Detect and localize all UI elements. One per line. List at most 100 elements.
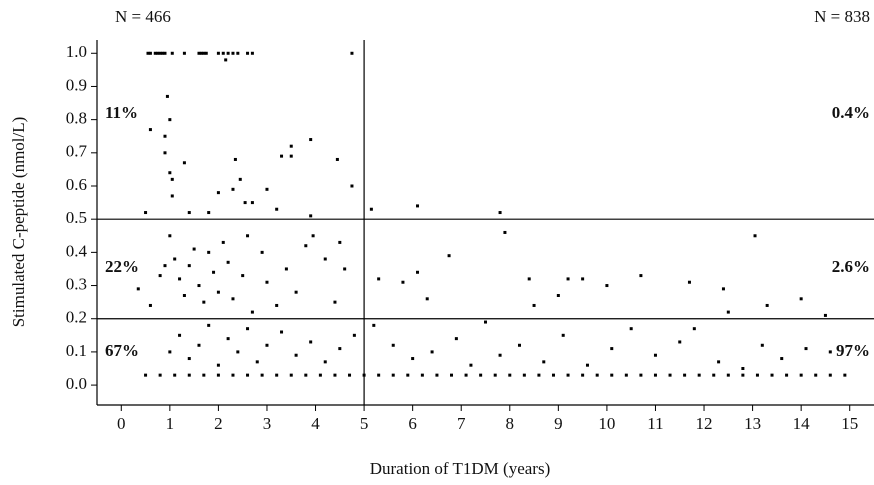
point: [318, 373, 322, 377]
x-tick-label: 8: [506, 414, 515, 433]
point: [323, 257, 327, 261]
x-tick-label: 12: [696, 414, 713, 433]
point: [343, 267, 347, 271]
point: [447, 254, 451, 258]
point: [726, 310, 730, 314]
point: [503, 230, 507, 234]
point: [207, 211, 211, 215]
point: [231, 51, 235, 55]
point: [255, 360, 259, 364]
point: [187, 211, 191, 215]
point: [610, 373, 614, 377]
point: [216, 191, 220, 195]
annotation: 67%: [105, 341, 139, 360]
point: [697, 373, 701, 377]
point: [233, 157, 237, 161]
y-tick-label: 0.7: [66, 142, 88, 161]
annotation: 0.4%: [832, 103, 870, 122]
point: [148, 303, 152, 307]
point: [260, 250, 264, 254]
point: [498, 211, 502, 215]
point: [335, 157, 339, 161]
point: [241, 274, 245, 278]
point: [173, 257, 177, 261]
point: [624, 373, 628, 377]
point: [551, 373, 555, 377]
point: [265, 280, 269, 284]
point: [173, 373, 177, 377]
point: [265, 343, 269, 347]
point: [814, 373, 818, 377]
point: [391, 343, 395, 347]
point: [653, 353, 657, 357]
x-tick-label: 11: [647, 414, 663, 433]
point: [250, 51, 254, 55]
point: [610, 347, 614, 351]
point: [311, 234, 315, 238]
point: [508, 373, 512, 377]
point: [246, 373, 250, 377]
x-tick-label: 14: [793, 414, 811, 433]
point: [246, 51, 250, 55]
point: [221, 240, 225, 244]
point: [753, 234, 757, 238]
point: [828, 373, 832, 377]
point: [250, 310, 254, 314]
point: [425, 297, 429, 301]
point: [454, 337, 458, 341]
point: [416, 204, 420, 208]
point: [216, 51, 220, 55]
point: [197, 51, 201, 55]
x-tick-label: 9: [554, 414, 563, 433]
point: [170, 177, 174, 181]
x-tick-label: 6: [408, 414, 417, 433]
point: [687, 280, 691, 284]
point: [537, 373, 541, 377]
point: [309, 138, 313, 142]
point: [294, 290, 298, 294]
point: [605, 284, 609, 288]
point: [168, 350, 172, 354]
point: [231, 297, 235, 301]
point: [712, 373, 716, 377]
point: [178, 333, 182, 337]
y-tick-label: 1.0: [66, 42, 87, 61]
x-tick-label: 10: [598, 414, 615, 433]
x-tick-label: 7: [457, 414, 466, 433]
x-tick-label: 13: [744, 414, 761, 433]
y-tick-label: 0.4: [66, 241, 88, 260]
point: [216, 363, 220, 367]
point: [289, 154, 293, 158]
point: [294, 353, 298, 357]
x-tick-label: 15: [841, 414, 858, 433]
point: [275, 207, 279, 211]
y-tick-label: 0.1: [66, 341, 87, 360]
point: [843, 373, 847, 377]
point: [323, 360, 327, 364]
point: [585, 363, 589, 367]
point: [333, 300, 337, 304]
point: [178, 277, 182, 281]
point: [199, 51, 203, 55]
point: [260, 373, 264, 377]
point: [216, 290, 220, 294]
point: [350, 184, 354, 188]
point: [369, 207, 373, 211]
point: [542, 360, 546, 364]
point: [246, 327, 250, 331]
point: [770, 373, 774, 377]
point: [566, 277, 570, 281]
point: [333, 373, 337, 377]
point: [484, 320, 487, 324]
y-axis-label: Stimulated C-peptide (nmol/L): [9, 117, 28, 328]
point: [182, 51, 186, 55]
point: [168, 171, 172, 175]
point: [275, 373, 279, 377]
point: [146, 51, 150, 55]
point: [352, 333, 356, 337]
point: [165, 94, 169, 98]
point: [741, 373, 745, 377]
point: [187, 264, 191, 268]
point: [692, 327, 696, 331]
x-axis-label: Duration of T1DM (years): [370, 459, 551, 478]
